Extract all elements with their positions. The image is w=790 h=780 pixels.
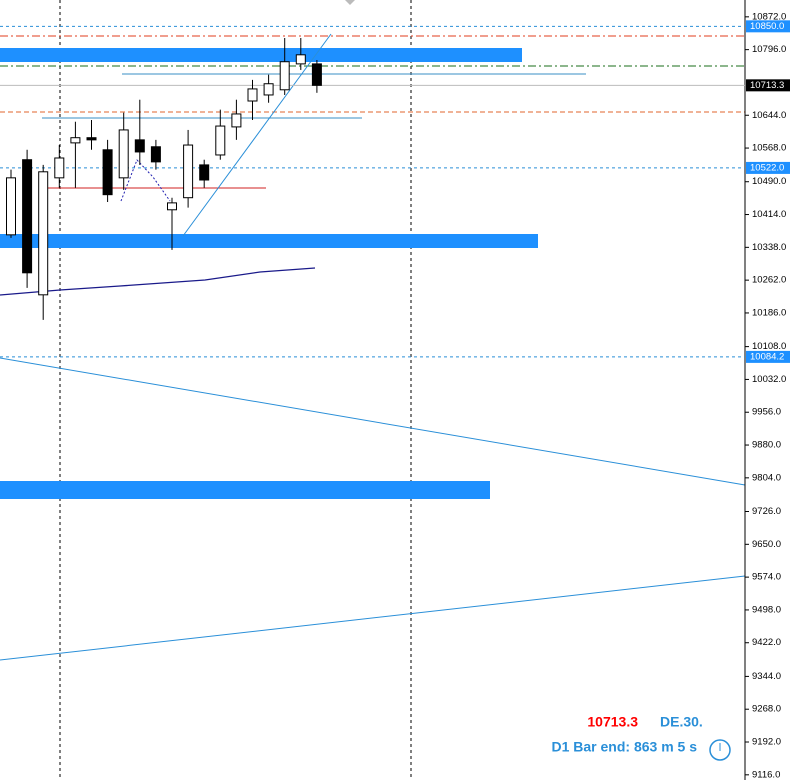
- y-tick-label: 10262.0: [752, 275, 786, 286]
- y-tick-label: 10032.0: [752, 374, 786, 385]
- info-price: 10713.3: [587, 714, 638, 730]
- candle-body: [215, 125, 226, 156]
- candle-body: [199, 164, 210, 181]
- price-label: 10850.0: [750, 21, 784, 32]
- candle: [311, 60, 322, 93]
- candle: [295, 37, 306, 70]
- candle: [118, 112, 129, 190]
- candle: [263, 74, 274, 103]
- price-label-bg: [746, 350, 790, 363]
- trend-line: [182, 33, 332, 237]
- zone: [0, 481, 490, 499]
- candle: [215, 109, 226, 160]
- price-label-bg: [746, 79, 790, 92]
- info-symbol: DE.30.: [660, 714, 703, 730]
- y-tick-label: 9650.0: [752, 539, 781, 550]
- y-tick-label: 10186.0: [752, 307, 786, 318]
- trend-line: [0, 575, 746, 661]
- y-tick-label: 10338.0: [752, 242, 786, 253]
- candle: [199, 159, 210, 188]
- price-label: 10713.3: [750, 80, 784, 91]
- trend-line: [0, 357, 746, 486]
- candle-body: [54, 157, 65, 179]
- y-tick-label: 9956.0: [752, 407, 781, 418]
- candle-body: [134, 139, 145, 153]
- candle-body: [86, 137, 97, 141]
- clock-icon: [709, 739, 731, 761]
- y-tick-label: 9268.0: [752, 704, 781, 715]
- candle: [231, 99, 242, 140]
- candle-body: [311, 63, 322, 86]
- y-tick-label: 9880.0: [752, 440, 781, 451]
- y-tick-label: 9344.0: [752, 671, 781, 682]
- y-tick-label: 10108.0: [752, 341, 786, 352]
- y-tick-label: 9574.0: [752, 572, 781, 583]
- candle-body: [6, 177, 16, 236]
- y-tick-label: 10490.0: [752, 176, 786, 187]
- y-tick-label: 10644.0: [752, 110, 786, 121]
- price-label: 10084.2: [750, 351, 784, 362]
- moving-average: [0, 267, 316, 296]
- zone: [0, 48, 522, 62]
- candle: [38, 164, 49, 320]
- candle: [183, 129, 194, 208]
- y-tick-label: 9726.0: [752, 506, 781, 517]
- candle-body: [38, 171, 49, 296]
- y-tick-label: 10796.0: [752, 44, 786, 55]
- candle-body: [183, 144, 194, 199]
- y-tick-label: 10568.0: [752, 143, 786, 154]
- candle-body: [102, 149, 113, 196]
- candle: [150, 139, 161, 170]
- candle-body: [150, 146, 161, 163]
- y-tick-label: 9804.0: [752, 472, 781, 483]
- candle: [167, 197, 177, 250]
- candle: [70, 121, 81, 188]
- candle: [54, 145, 65, 188]
- zone: [0, 234, 538, 248]
- candle-body: [70, 137, 81, 144]
- y-tick-label: 10414.0: [752, 209, 786, 220]
- candle-body: [263, 83, 274, 96]
- candle-body: [118, 129, 129, 179]
- candle-body: [167, 202, 177, 211]
- candle: [247, 79, 258, 120]
- info-bar-end: D1 Bar end: 863 m 5 s: [551, 739, 697, 755]
- candle-body: [22, 159, 33, 274]
- candle: [279, 37, 290, 95]
- candle: [102, 139, 113, 203]
- candle-body: [231, 113, 242, 128]
- y-tick-label: 9192.0: [752, 737, 781, 748]
- decor: [0, 0, 746, 780]
- candle: [6, 169, 16, 238]
- scroll-marker: [345, 0, 355, 5]
- candle: [134, 99, 145, 165]
- price-label-bg: [746, 20, 790, 33]
- candle-body: [247, 88, 258, 102]
- candle-body: [279, 61, 290, 91]
- y-tick-label: 9116.0: [752, 769, 780, 780]
- candle-body: [295, 54, 306, 65]
- price-label-bg: [746, 161, 790, 174]
- y-tick-label: 10872.0: [752, 11, 786, 22]
- y-tick-label: 9498.0: [752, 604, 781, 615]
- candle: [22, 149, 33, 288]
- price-label: 10522.0: [750, 162, 784, 173]
- candle: [86, 120, 97, 150]
- y-tick-label: 9422.0: [752, 637, 781, 648]
